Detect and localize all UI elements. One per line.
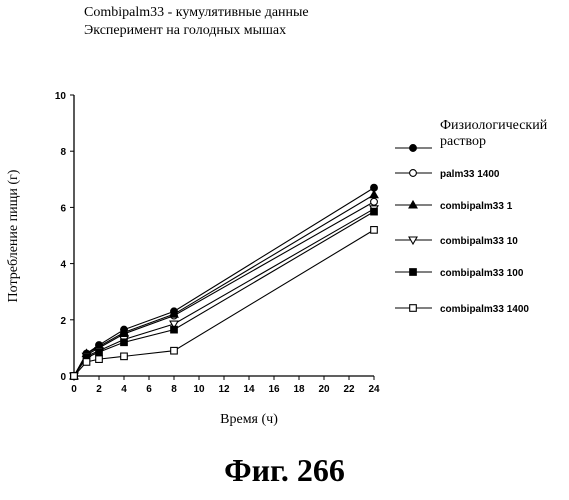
legend-label: раствор <box>440 134 486 149</box>
line-chart: 0246810121416182022240246810 Физиологиче… <box>0 0 569 450</box>
legend-label: combipalm33 10 <box>440 236 518 247</box>
x-tick-label: 6 <box>146 384 152 395</box>
legend-marker <box>410 269 417 276</box>
y-tick-label: 0 <box>60 372 66 383</box>
x-tick-label: 18 <box>293 384 305 395</box>
legend-marker <box>410 145 417 152</box>
series-3 <box>70 191 378 379</box>
chart-axes: 0246810121416182022240246810 <box>55 91 380 395</box>
data-point <box>96 356 103 363</box>
y-axis-label: Потребление пищи (г) <box>6 169 21 302</box>
series-line <box>74 188 374 376</box>
legend-entry: Физиологическийраствор <box>395 118 548 151</box>
series-line <box>74 230 374 376</box>
x-tick-label: 10 <box>193 384 205 395</box>
x-tick-label: 2 <box>96 384 102 395</box>
x-tick-label: 0 <box>71 384 77 395</box>
y-tick-label: 8 <box>60 147 66 158</box>
legend-label: palm33 1400 <box>440 169 500 180</box>
legend-marker <box>410 305 417 312</box>
data-point <box>121 339 128 346</box>
data-point <box>71 373 78 380</box>
legend-label: combipalm33 1400 <box>440 304 529 315</box>
y-tick-label: 4 <box>60 260 66 271</box>
x-axis-label: Время (ч) <box>220 412 278 427</box>
legend-entry: combipalm33 1400 <box>395 304 529 315</box>
data-point <box>83 359 90 366</box>
data-point <box>121 353 128 360</box>
y-tick-label: 10 <box>55 91 67 102</box>
series-4 <box>70 206 378 380</box>
legend-label: Физиологический <box>440 118 548 133</box>
data-point <box>371 208 378 215</box>
chart-legend: Физиологическийраствор palm33 1400 combipa… <box>395 118 548 315</box>
legend-label: combipalm33 100 <box>440 268 524 279</box>
y-tick-label: 6 <box>60 203 66 214</box>
legend-marker <box>410 170 417 177</box>
series-1 <box>71 184 378 379</box>
data-point <box>96 349 103 356</box>
x-tick-label: 16 <box>268 384 280 395</box>
series-line <box>74 212 374 376</box>
data-point <box>171 326 178 333</box>
figure-caption: Фиг. 266 <box>0 452 569 489</box>
x-tick-label: 8 <box>171 384 177 395</box>
series-line <box>74 195 374 376</box>
x-tick-label: 22 <box>343 384 355 395</box>
series-6 <box>71 227 378 380</box>
data-point <box>370 191 378 198</box>
legend-entry: palm33 1400 <box>395 169 500 180</box>
legend-entry: combipalm33 1 <box>395 201 513 212</box>
series-line <box>74 202 374 376</box>
x-tick-label: 4 <box>121 384 127 395</box>
x-tick-label: 14 <box>243 384 255 395</box>
data-point <box>171 347 178 354</box>
chart-series <box>70 184 378 380</box>
series-2 <box>71 198 378 379</box>
data-point <box>371 227 378 234</box>
x-tick-label: 20 <box>318 384 330 395</box>
series-line <box>74 209 374 376</box>
legend-label: combipalm33 1 <box>440 201 513 212</box>
legend-entry: combipalm33 100 <box>395 268 524 279</box>
legend-entry: combipalm33 10 <box>395 236 518 247</box>
x-tick-label: 12 <box>218 384 230 395</box>
y-tick-label: 2 <box>60 316 66 327</box>
x-tick-label: 24 <box>368 384 380 395</box>
data-point <box>371 198 378 205</box>
